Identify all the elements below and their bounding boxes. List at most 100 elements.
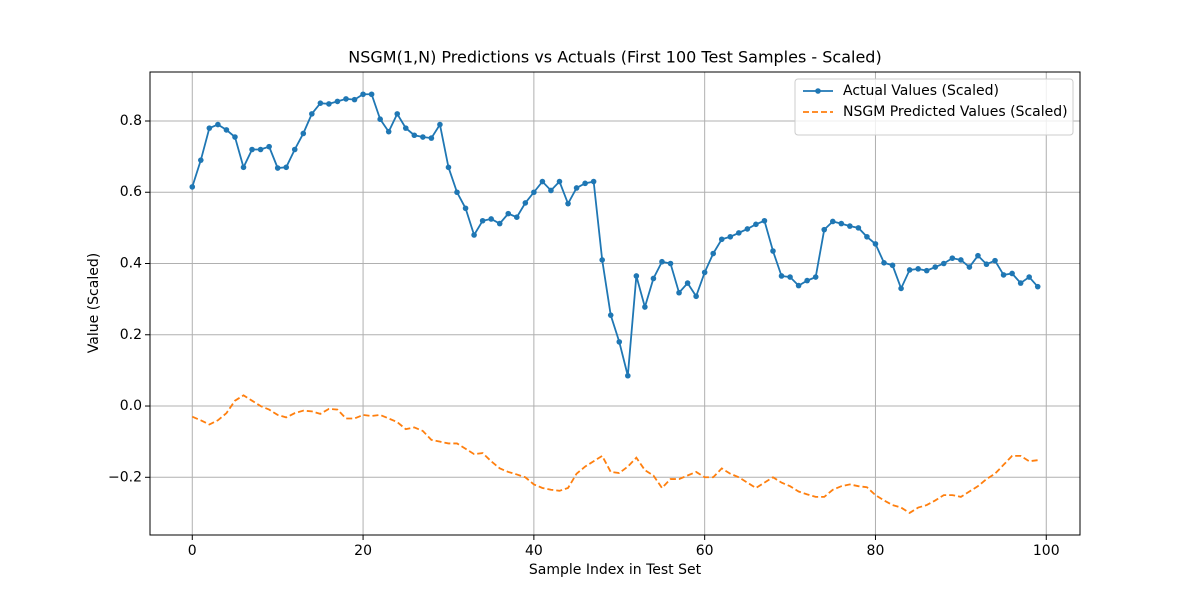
data-point [232,134,238,140]
data-point [189,184,196,190]
data-point [548,187,554,194]
data-point [889,262,896,269]
data-point [360,91,366,98]
data-point [334,98,341,105]
data-point [804,277,810,284]
data-point [667,260,674,267]
data-point [590,178,597,185]
data-point [522,200,529,206]
data-point [420,134,426,140]
data-point [906,267,913,273]
data-point [983,261,990,268]
data-point [812,274,819,280]
data-point [471,232,477,238]
data-point [531,189,537,196]
data-point [1026,274,1032,280]
data-point [539,178,546,185]
data-point [710,250,717,257]
plot-frame [149,71,1081,536]
data-point [736,230,742,236]
y-axis-label: Value (Scaled) [86,253,102,353]
data-point [198,157,204,163]
data-point [864,233,870,240]
series-line [191,93,1039,376]
data-point [753,221,759,228]
data-point [445,164,452,171]
data-point [582,180,588,187]
data-point [317,100,324,106]
legend-label: Actual Values (Scaled) [843,83,999,99]
data-point [462,205,469,212]
data-point [411,132,418,139]
data-point [343,96,349,102]
data-point [266,143,272,150]
x-tick-label: 60 [696,543,714,559]
y-tick-label: 0.2 [120,327,142,343]
data-point [402,125,409,131]
data-point [642,304,648,310]
y-tick-label: 0.0 [120,398,142,414]
data-point [1034,283,1041,290]
data-point [821,226,828,233]
data-point [309,111,315,117]
data-point [394,111,401,117]
data-point [377,116,383,123]
data-point [778,273,785,279]
chart-title: NSGM(1,N) Predictions vs Actuals (First … [348,48,881,67]
y-tick-label: 0.4 [120,256,142,272]
data-point [770,248,776,254]
data-point [437,121,443,128]
data-point [505,210,512,217]
x-tick-label: 0 [188,543,197,559]
x-tick-label: 40 [525,543,543,559]
data-point [368,91,375,98]
data-point [496,220,503,227]
data-point [599,257,605,263]
data-point [351,96,358,103]
data-point [693,293,699,300]
data-point [915,266,921,272]
data-point [1017,280,1024,286]
data-point [428,135,435,141]
legend-label: NSGM Predicted Values (Scaled) [843,104,1068,120]
y-tick-label: −0.2 [108,469,142,485]
data-point [215,121,221,128]
data-point [616,339,623,345]
data-point [249,146,255,153]
data-point [1000,272,1007,278]
data-point [787,274,793,280]
data-point [855,225,862,231]
data-point [513,214,520,220]
data-point [676,289,682,296]
data-point [975,252,981,259]
data-point [940,260,947,267]
data-point [795,282,802,289]
data-point [454,189,460,196]
data-point [898,285,904,292]
data-point [923,267,930,274]
data-point [257,146,264,153]
data-point [744,226,751,232]
data-point [727,233,734,240]
legend-marker [815,88,821,94]
data-point [479,217,486,224]
data-point [573,185,580,191]
data-point [650,275,657,282]
data-point [565,200,571,207]
data-point [718,236,725,243]
x-axis-label: Sample Index in Test Set [529,562,702,578]
x-tick-label: 80 [867,543,885,559]
data-point [949,255,956,261]
data-point [206,125,213,131]
legend-box [794,78,1074,136]
data-point [701,269,708,276]
y-tick-label: 0.6 [120,184,142,200]
data-point [633,273,640,279]
data-point [684,280,691,286]
data-point [966,264,973,270]
data-point [1009,270,1015,277]
data-point [291,146,298,153]
x-tick-label: 100 [1033,543,1060,559]
data-point [300,130,307,137]
